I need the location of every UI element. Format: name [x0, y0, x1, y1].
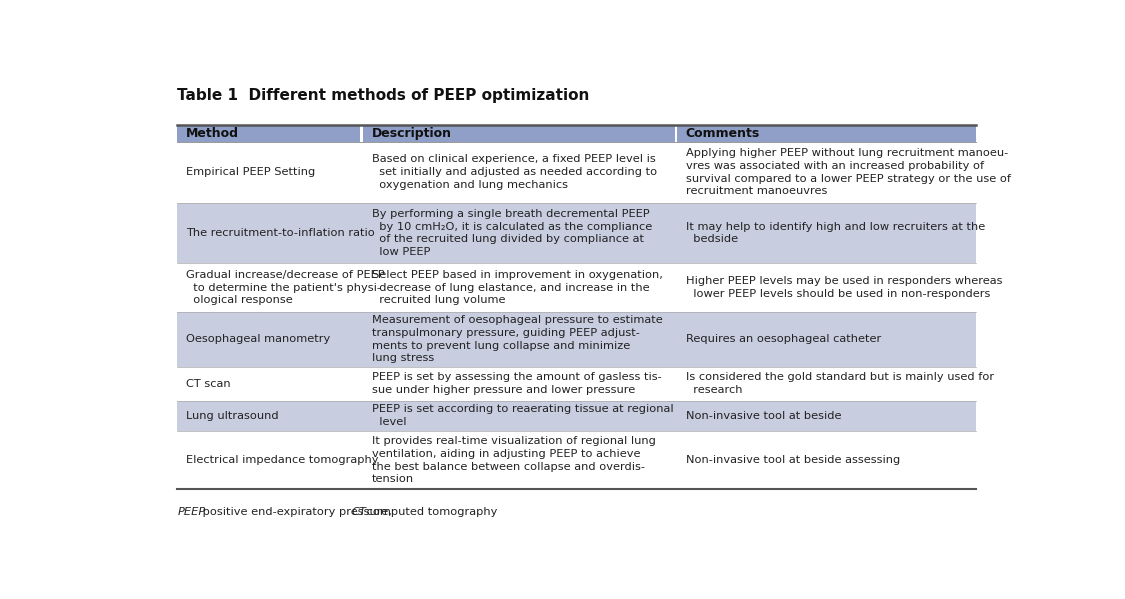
Text: Lung ultrasound: Lung ultrasound — [186, 411, 279, 421]
Bar — [178, 142, 975, 202]
Text: CT scan: CT scan — [186, 379, 231, 389]
Bar — [178, 401, 975, 431]
Text: PEEP is set according to reaerating tissue at regional
  level: PEEP is set according to reaerating tiss… — [371, 404, 673, 427]
Text: It provides real-time visualization of regional lung
ventilation, aiding in adju: It provides real-time visualization of r… — [371, 436, 656, 485]
Text: Gradual increase/decrease of PEEP
  to determine the patient's physi-
  ological: Gradual increase/decrease of PEEP to det… — [186, 270, 385, 305]
Bar — [973, 125, 975, 142]
Text: Table 1  Different methods of PEEP optimization: Table 1 Different methods of PEEP optimi… — [178, 88, 590, 103]
Text: Non-invasive tool at beside: Non-invasive tool at beside — [685, 411, 842, 421]
Bar — [677, 125, 973, 142]
Text: Is considered the gold standard but is mainly used for
  research: Is considered the gold standard but is m… — [685, 372, 993, 395]
Text: Electrical impedance tomography: Electrical impedance tomography — [186, 455, 378, 465]
Bar — [178, 367, 975, 401]
Bar — [178, 264, 975, 312]
Text: Higher PEEP levels may be used in responders whereas
  lower PEEP levels should : Higher PEEP levels may be used in respon… — [685, 276, 1002, 299]
Text: Empirical PEEP Setting: Empirical PEEP Setting — [186, 167, 315, 177]
Text: Applying higher PEEP without lung recruitment manoeu-
vres was associated with a: Applying higher PEEP without lung recrui… — [685, 148, 1010, 196]
Text: PEEP: PEEP — [178, 507, 206, 517]
Text: Select PEEP based in improvement in oxygenation,
  decrease of lung elastance, a: Select PEEP based in improvement in oxyg… — [371, 270, 663, 305]
Text: By performing a single breath decremental PEEP
  by 10 cmH₂O, it is calculated a: By performing a single breath decrementa… — [371, 209, 651, 257]
Bar — [178, 125, 360, 142]
Text: Measurement of oesophageal pressure to estimate
transpulmonary pressure, guiding: Measurement of oesophageal pressure to e… — [371, 315, 663, 364]
Bar — [178, 202, 975, 264]
Bar — [178, 431, 975, 489]
Bar — [178, 312, 975, 367]
Text: Description: Description — [371, 127, 451, 140]
Text: PEEP is set by assessing the amount of gasless tis-
sue under higher pressure an: PEEP is set by assessing the amount of g… — [371, 372, 662, 395]
Text: It may help to identify high and low recruiters at the
  bedside: It may help to identify high and low rec… — [685, 222, 984, 244]
Bar — [363, 125, 675, 142]
Text: positive end-expiratory pressure,: positive end-expiratory pressure, — [199, 507, 396, 517]
Text: Requires an oesophageal catheter: Requires an oesophageal catheter — [685, 334, 881, 344]
Text: computed tomography: computed tomography — [363, 507, 497, 517]
Text: Oesophageal manometry: Oesophageal manometry — [186, 334, 331, 344]
Text: Non-invasive tool at beside assessing: Non-invasive tool at beside assessing — [685, 455, 900, 465]
Text: Based on clinical experience, a fixed PEEP level is
  set initially and adjusted: Based on clinical experience, a fixed PE… — [371, 155, 657, 190]
Text: Method: Method — [186, 127, 238, 140]
Text: CT: CT — [351, 507, 367, 517]
Text: Comments: Comments — [685, 127, 759, 140]
Text: The recruitment-to-inflation ratio: The recruitment-to-inflation ratio — [186, 228, 375, 238]
